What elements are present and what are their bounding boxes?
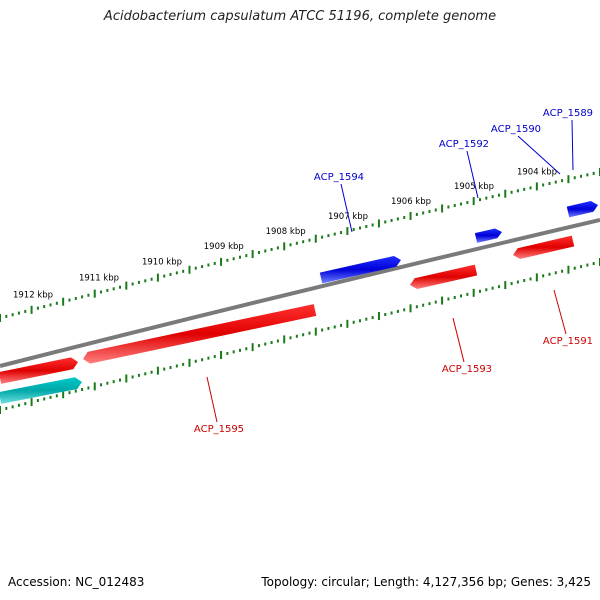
gene-label-ACP_1591[interactable]: ACP_1591 <box>543 336 593 347</box>
kbp-tick-label: 1908 kbp <box>266 227 306 237</box>
kbp-tick-label: 1909 kbp <box>204 242 244 252</box>
gene-label-ACP_1592[interactable]: ACP_1592 <box>439 139 489 150</box>
kbp-tick-label: 1912 kbp <box>13 290 53 300</box>
map-title: Acidobacterium capsulatum ATCC 51196, co… <box>103 9 497 24</box>
kbp-tick-label: 1905 kbp <box>454 182 494 192</box>
kbp-tick-label: 1910 kbp <box>142 258 182 268</box>
kbp-tick-label: 1906 kbp <box>391 197 431 207</box>
gene-ACP_1595[interactable] <box>83 304 317 364</box>
gene-ACP_1591[interactable] <box>513 235 575 259</box>
inner-tick-ring <box>0 258 600 414</box>
genome-backbone <box>0 218 600 368</box>
gene-label-ACP_1595[interactable]: ACP_1595 <box>194 424 244 435</box>
gene-ACP_1589[interactable] <box>566 201 598 218</box>
gene-label-ACP_1594[interactable]: ACP_1594 <box>314 172 364 183</box>
gene-label-ACP_1589[interactable]: ACP_1589 <box>543 108 593 119</box>
gene-partial-left[interactable] <box>0 357 78 384</box>
leader-line <box>340 183 353 233</box>
genome-summary: Topology: circular; Length: 4,127,356 bp… <box>261 575 591 589</box>
kbp-tick-label: 1911 kbp <box>79 274 119 284</box>
kbp-tick-label: 1904 kbp <box>517 167 557 177</box>
gene-label-ACP_1593[interactable]: ACP_1593 <box>442 364 492 375</box>
gene-ACP_1592[interactable] <box>474 228 502 243</box>
leader-line <box>206 376 218 423</box>
leader-line <box>571 119 574 171</box>
gene-ACP_1594[interactable] <box>319 255 401 284</box>
leader-line <box>553 289 567 335</box>
gene-ACP_1593[interactable] <box>410 264 478 290</box>
gene-features <box>0 201 598 404</box>
gene-cyan-partial[interactable] <box>0 377 82 404</box>
leader-line <box>466 150 479 199</box>
gene-label-ACP_1590[interactable]: ACP_1590 <box>491 124 541 135</box>
accession-label: Accession: NC_012483 <box>8 575 145 589</box>
leader-line <box>517 135 561 175</box>
leader-line <box>452 317 465 363</box>
outer-tick-ring <box>0 168 600 322</box>
kbp-tick-label: 1907 kbp <box>328 212 368 222</box>
kbp-tick-labels: 1904 kbp 1905 kbp 1906 kbp 1907 kbp 1908 kbp… <box>13 167 557 300</box>
